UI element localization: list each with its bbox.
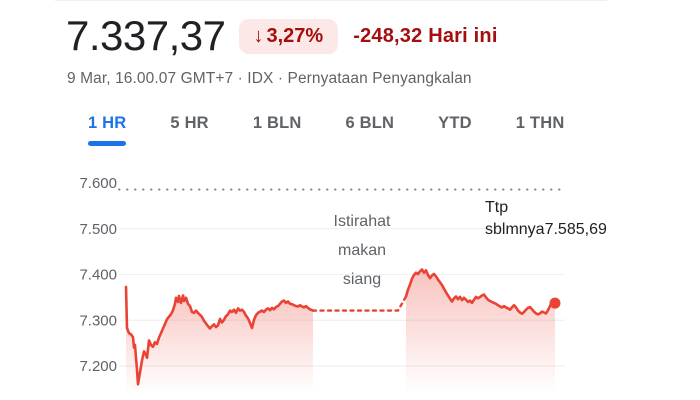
y-axis-tick-label: 7.400 — [79, 267, 117, 284]
quote-header: 7.337,37 ↓ 3,27% -248,32 Hari ini — [66, 10, 498, 62]
lunch-break-label: Istirahat makan siang — [333, 213, 391, 288]
tab-1hr[interactable]: 1 HR — [88, 108, 127, 146]
tab-6bln[interactable]: 6 BLN — [345, 108, 394, 146]
change-absolute: -248,32 Hari ini — [353, 24, 498, 47]
change-percent-value: 3,27% — [266, 24, 324, 47]
previous-close-label: Ttp sblmnya7.585,69 — [485, 197, 630, 241]
y-axis-tick-label: 7.300 — [79, 312, 117, 329]
current-price-dot — [549, 297, 561, 309]
current-price: 7.337,37 — [66, 12, 226, 59]
afternoon-session-price-line — [404, 268, 557, 316]
time-range-tabs: 1 HR 5 HR 1 BLN 6 BLN YTD 1 THN — [88, 108, 564, 146]
quote-subtitle: 9 Mar, 16.00.07 GMT+7 · IDX · Pernyataan… — [67, 70, 472, 87]
tab-1thn[interactable]: 1 THN — [516, 108, 565, 146]
previous-close-text: Ttp sblmnya — [485, 199, 545, 238]
tab-1bln[interactable]: 1 BLN — [253, 108, 302, 146]
afternoon-session-area-fill — [406, 269, 555, 393]
previous-close-value: 7.585,69 — [544, 221, 607, 238]
y-axis-tick-label: 7.200 — [79, 358, 117, 375]
tab-5hr[interactable]: 5 HR — [170, 108, 208, 146]
tab-ytd[interactable]: YTD — [438, 108, 472, 146]
y-axis-tick-label: 7.500 — [79, 221, 117, 238]
morning-session-price-line — [124, 285, 315, 386]
y-axis-tick-label: 7.600 — [79, 175, 117, 192]
lunch-break-dotted-line — [311, 295, 408, 312]
down-arrow-icon: ↓ — [253, 24, 264, 47]
top-divider — [55, 0, 607, 1]
change-percent-badge: ↓ 3,27% — [238, 18, 339, 54]
